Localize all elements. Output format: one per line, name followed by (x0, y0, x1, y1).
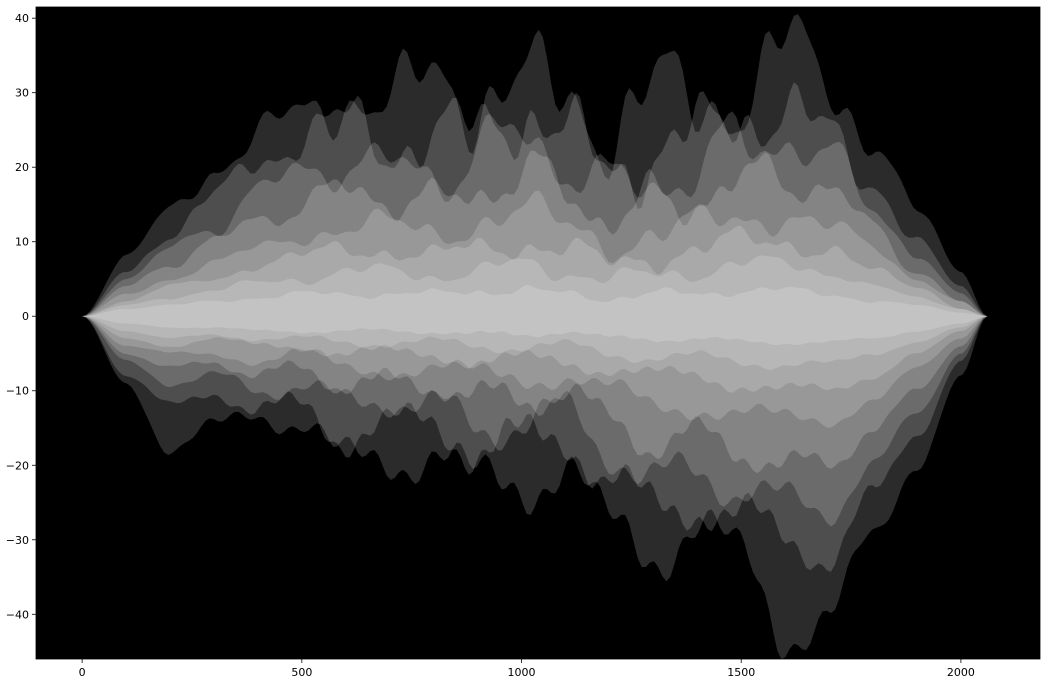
series-band-3 (82, 111, 988, 527)
series-layer (82, 14, 988, 659)
y-tick-label: −10 (6, 385, 29, 398)
series-band-2 (82, 82, 988, 572)
x-tick-label: 1000 (508, 666, 536, 679)
y-tick-label: −40 (6, 608, 29, 621)
series-band-1 (82, 14, 988, 659)
y-axis: −40 −30 −20 −10 0 10 20 30 40 (6, 12, 36, 621)
y-tick-label: −30 (6, 534, 29, 547)
plot-background (36, 7, 1040, 659)
x-tick-label: 500 (291, 666, 312, 679)
y-tick-label: −20 (6, 459, 29, 472)
y-tick-label: 40 (15, 12, 29, 25)
x-tick-label: 0 (79, 666, 86, 679)
x-tick-label: 2000 (947, 666, 975, 679)
series-band-7 (82, 255, 988, 370)
y-tick-label: 0 (22, 310, 29, 323)
y-tick-label: 10 (15, 236, 29, 249)
x-axis: 0 500 1000 1500 2000 (79, 659, 975, 679)
y-tick-label: 30 (15, 87, 29, 100)
series-band-8 (82, 285, 988, 346)
axes-frame (35, 6, 1041, 660)
y-tick-label: 20 (15, 161, 29, 174)
series-band-4 (82, 150, 988, 474)
series-band-5 (82, 190, 988, 428)
x-tick-label: 1500 (727, 666, 755, 679)
series-band-6 (82, 225, 988, 393)
